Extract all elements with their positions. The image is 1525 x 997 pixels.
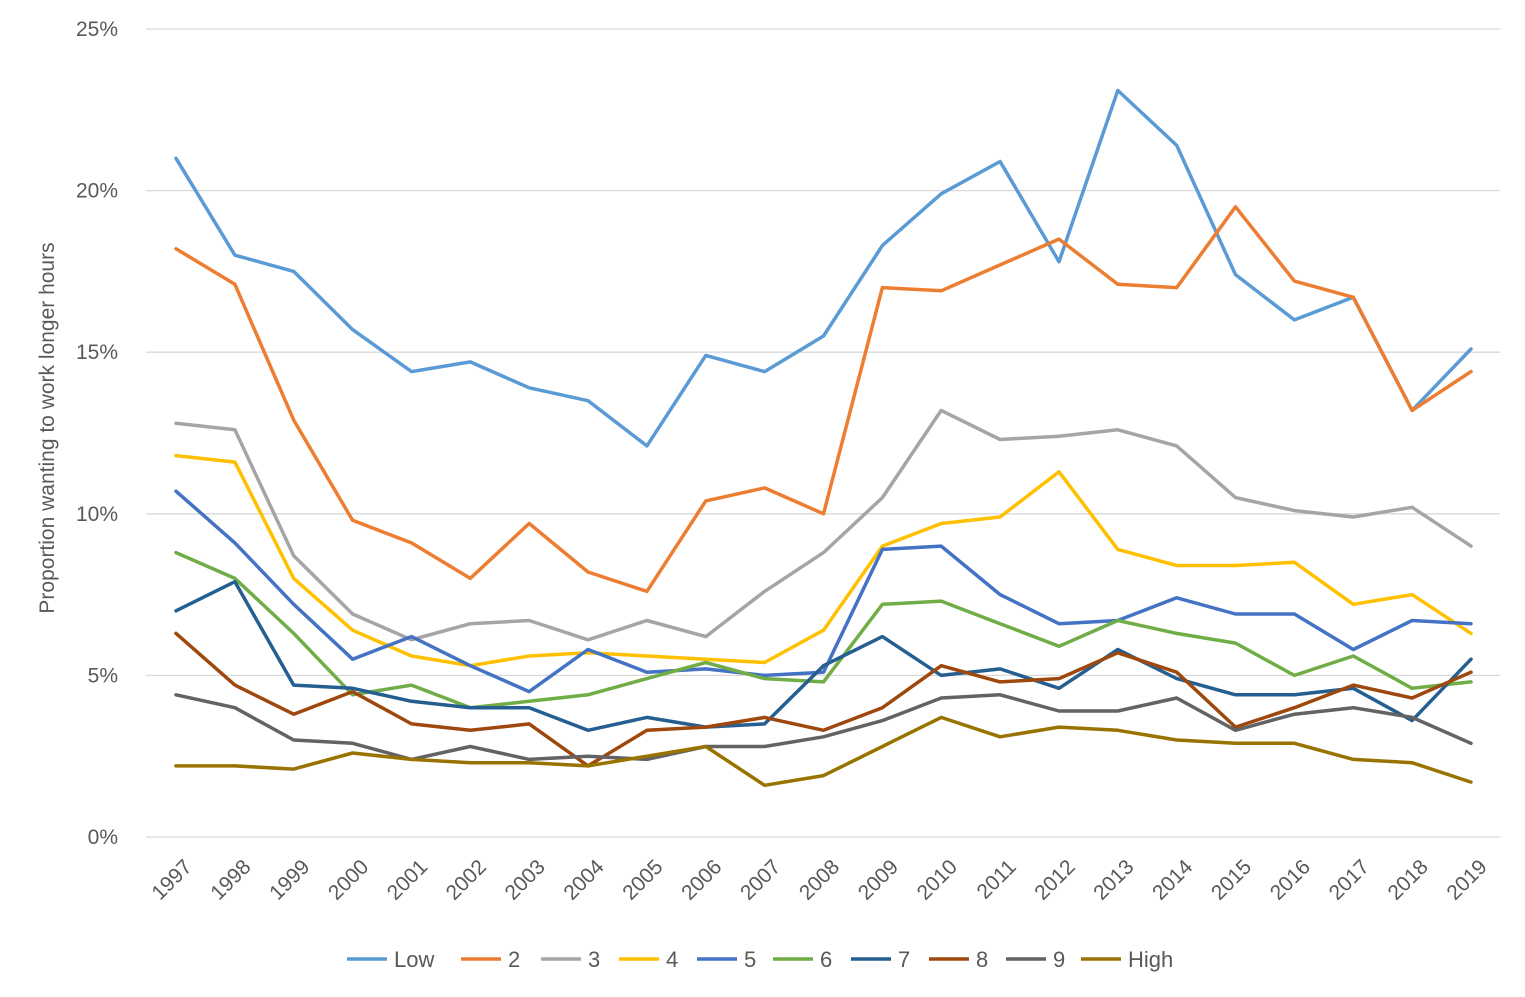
y-tick-label: 5%	[88, 664, 118, 687]
legend-label: 4	[666, 947, 678, 972]
y-tick-label: 15%	[76, 341, 118, 364]
x-tick-label: 1997	[147, 855, 196, 904]
x-tick-label: 2015	[1207, 855, 1256, 904]
y-tick-label: 20%	[76, 180, 118, 203]
series-line-high	[174, 715, 1473, 788]
legend-label: 9	[1053, 947, 1065, 972]
series-line-2	[174, 205, 1473, 594]
x-tick-label: 2013	[1089, 855, 1138, 904]
x-axis-ticks: 1997 1998 1999 2000 2001 2002 2003 2004 2005 2006…	[147, 855, 1491, 905]
y-tick-label: 25%	[76, 18, 118, 41]
series-line-4	[174, 453, 1473, 668]
x-tick-label: 2007	[736, 855, 785, 904]
series-line-8	[174, 631, 1473, 768]
legend: Low 2 3 4 5 6 7 8 9 High	[347, 947, 1173, 972]
series-line-6	[174, 550, 1473, 710]
x-tick-label: 2018	[1384, 855, 1433, 904]
x-tick-label: 1998	[206, 855, 255, 904]
x-tick-label: 2006	[677, 855, 726, 904]
series-line-9	[174, 693, 1473, 762]
legend-label: 8	[976, 947, 988, 972]
x-tick-label: 2012	[1030, 855, 1079, 904]
x-tick-label: 2017	[1325, 855, 1374, 904]
series-line-low	[174, 88, 1473, 448]
x-tick-label: 2010	[913, 855, 962, 904]
x-tick-label: 2014	[1148, 855, 1198, 905]
x-tick-label: 2011	[973, 855, 1021, 903]
series-line-7	[174, 579, 1473, 733]
x-tick-label: 2000	[324, 855, 373, 904]
y-axis-ticks: 0% 5% 10% 15% 20% 25%	[76, 18, 118, 849]
series-line-3	[174, 408, 1473, 642]
x-tick-label: 2019	[1442, 855, 1491, 904]
legend-label: Low	[394, 947, 434, 972]
x-tick-label: 2005	[618, 855, 667, 904]
y-tick-label: 0%	[88, 826, 118, 849]
x-tick-label: 1999	[265, 855, 314, 904]
legend-label: 2	[508, 947, 520, 972]
legend-label: 5	[744, 947, 756, 972]
y-axis-label: Proportion wanting to work longer hours	[36, 242, 59, 613]
x-tick-label: 2009	[854, 855, 903, 904]
x-tick-label: 2004	[559, 855, 609, 905]
series-lines	[174, 88, 1473, 788]
x-tick-label: 2003	[501, 855, 550, 904]
y-tick-label: 10%	[76, 503, 118, 526]
legend-label: 6	[820, 947, 832, 972]
x-tick-label: 2002	[442, 855, 491, 904]
x-tick-label: 2008	[795, 855, 844, 904]
legend-label: 7	[898, 947, 910, 972]
grid-lines	[146, 28, 1500, 838]
x-tick-label: 2016	[1266, 855, 1315, 904]
x-tick-label: 2001	[383, 855, 432, 904]
legend-label: High	[1128, 947, 1173, 972]
series-line-5	[174, 489, 1473, 694]
legend-label: 3	[588, 947, 600, 972]
